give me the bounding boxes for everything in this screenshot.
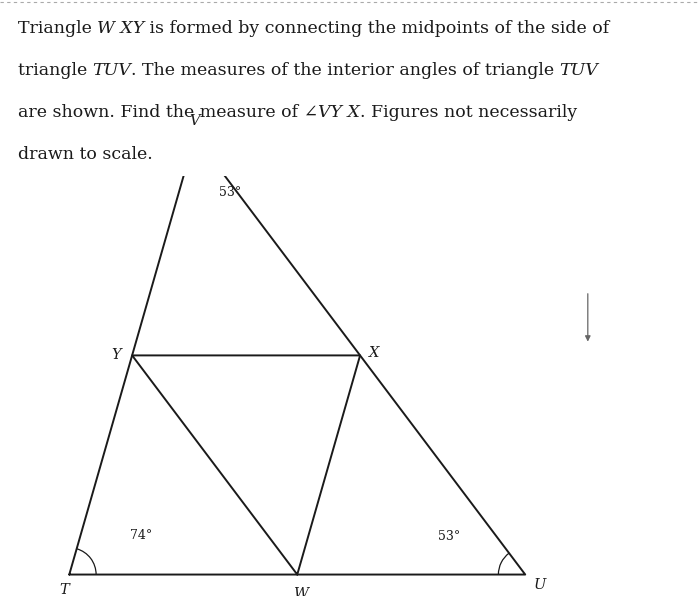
Text: 74°: 74°	[130, 529, 152, 542]
Text: Y: Y	[112, 349, 121, 362]
Text: drawn to scale.: drawn to scale.	[18, 146, 153, 163]
Text: Triangle: Triangle	[18, 20, 97, 36]
Text: VY X: VY X	[318, 104, 360, 121]
Text: is formed by connecting the midpoints of the side of: is formed by connecting the midpoints of…	[144, 20, 610, 36]
Text: W XY: W XY	[97, 20, 144, 36]
Text: are shown. Find the measure of ∠: are shown. Find the measure of ∠	[18, 104, 318, 121]
Text: . Figures not necessarily: . Figures not necessarily	[360, 104, 577, 121]
Text: V: V	[190, 114, 200, 128]
Text: W: W	[293, 588, 308, 596]
Text: 53°: 53°	[438, 530, 461, 543]
Text: T: T	[59, 583, 69, 596]
Text: U: U	[534, 578, 546, 592]
Text: . The measures of the interior angles of triangle: . The measures of the interior angles of…	[131, 62, 559, 79]
Text: triangle: triangle	[18, 62, 92, 79]
Text: TUV: TUV	[559, 62, 598, 79]
Text: TUV: TUV	[92, 62, 131, 79]
Text: X: X	[369, 346, 379, 360]
Text: 53°: 53°	[219, 186, 241, 199]
